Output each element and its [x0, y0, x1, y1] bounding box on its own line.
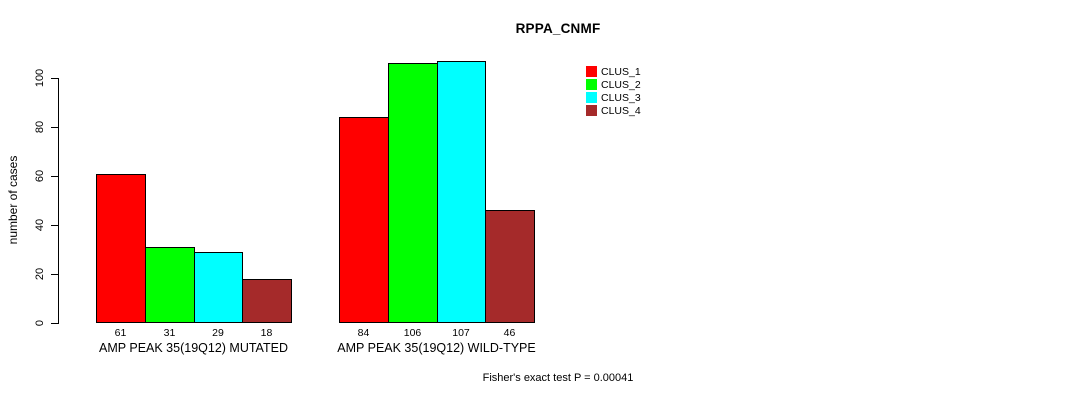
bar-value-label: 84 — [357, 327, 370, 339]
legend-swatch-clus_3 — [586, 92, 597, 103]
legend-label: CLUS_4 — [601, 104, 641, 117]
bar-value-label: 46 — [503, 327, 516, 339]
bar-clus_3-group1 — [194, 252, 243, 323]
y-tick-label: 40 — [34, 218, 46, 232]
bar-clus_4-group2 — [485, 210, 535, 323]
y-axis-line — [58, 78, 59, 324]
y-tick-label: 60 — [34, 169, 46, 183]
legend-label: CLUS_1 — [601, 65, 641, 78]
bar-value-label: 31 — [163, 327, 176, 339]
x-group-label: AMP PEAK 35(19Q12) MUTATED — [99, 341, 288, 355]
legend-swatch-clus_2 — [586, 79, 597, 90]
bar-clus_1-group1 — [96, 174, 146, 323]
bar-value-label: 107 — [452, 327, 470, 339]
y-tick-mark — [51, 274, 58, 275]
legend-label: CLUS_2 — [601, 78, 641, 91]
y-tick-label: 20 — [34, 267, 46, 281]
bar-clus_3-group2 — [437, 61, 486, 323]
x-group-label: AMP PEAK 35(19Q12) WILD-TYPE — [337, 341, 536, 355]
legend-swatch-clus_1 — [586, 66, 597, 77]
bar-value-label: 106 — [403, 327, 422, 339]
y-tick-mark — [51, 176, 58, 177]
bar-clus_2-group1 — [145, 247, 195, 323]
y-tick-mark — [51, 323, 58, 324]
bar-value-label: 18 — [260, 327, 273, 339]
bar-clus_2-group2 — [388, 63, 438, 323]
chart-title: RPPA_CNMF — [515, 21, 601, 36]
legend-swatch-clus_4 — [586, 105, 597, 116]
y-tick-mark — [51, 78, 58, 79]
y-tick-label: 0 — [34, 319, 46, 327]
legend-label: CLUS_3 — [601, 91, 641, 104]
y-tick-mark — [51, 225, 58, 226]
y-axis-title: number of cases — [6, 155, 20, 245]
annotation-text: Fisher's exact test P = 0.00041 — [482, 372, 634, 384]
bar-value-label: 61 — [114, 327, 127, 339]
y-tick-label: 80 — [34, 120, 46, 134]
y-tick-label: 100 — [34, 68, 46, 88]
bar-clus_4-group1 — [242, 279, 292, 323]
bar-clus_1-group2 — [339, 117, 389, 323]
bar-value-label: 29 — [212, 327, 224, 339]
y-tick-mark — [51, 127, 58, 128]
